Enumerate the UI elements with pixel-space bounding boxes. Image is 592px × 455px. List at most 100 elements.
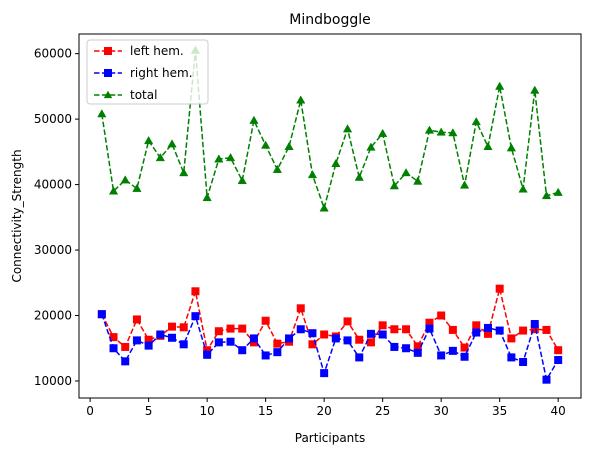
y-tick-label: 10000	[34, 374, 72, 388]
data-point	[238, 346, 247, 355]
series-line	[101, 50, 559, 211]
data-point	[168, 322, 177, 331]
x-tick-label: 30	[434, 404, 449, 418]
data-point	[132, 315, 141, 324]
data-point	[554, 356, 563, 365]
data-point	[109, 333, 118, 342]
data-point	[261, 316, 270, 325]
data-point	[308, 329, 317, 338]
data-point	[366, 338, 375, 347]
legend-marker	[104, 69, 112, 77]
data-point	[343, 336, 352, 345]
data-point	[506, 143, 517, 152]
x-tick-label: 5	[145, 404, 153, 418]
data-point	[261, 140, 271, 149]
axes-frame	[78, 33, 582, 399]
y-tick-label: 20000	[34, 309, 72, 323]
data-point	[554, 346, 563, 355]
data-point	[413, 348, 422, 357]
data-point	[226, 324, 235, 333]
data-point	[202, 192, 212, 202]
data-point	[143, 136, 154, 145]
legend-item: right hem.	[94, 66, 193, 80]
data-point	[331, 158, 341, 168]
data-point	[553, 187, 563, 196]
data-point	[331, 334, 340, 343]
data-point	[483, 329, 492, 338]
data-point	[483, 323, 492, 332]
plot-area	[97, 45, 563, 384]
data-point	[355, 335, 364, 344]
data-point	[156, 330, 165, 339]
data-point	[378, 330, 387, 339]
data-point	[144, 341, 153, 350]
data-point	[168, 333, 177, 342]
legend-marker	[104, 47, 112, 55]
data-point	[402, 344, 411, 353]
data-point	[413, 176, 423, 185]
data-point	[238, 324, 247, 333]
data-point	[507, 334, 516, 343]
data-point	[132, 336, 141, 345]
data-point	[541, 191, 552, 200]
legend-label: right hem.	[130, 66, 193, 80]
data-point	[437, 351, 446, 360]
data-point	[167, 139, 177, 148]
data-point	[108, 186, 119, 195]
data-point	[495, 326, 504, 335]
data-point	[272, 164, 282, 173]
data-point	[97, 310, 106, 319]
data-point	[308, 340, 317, 349]
data-point	[460, 343, 469, 352]
data-point	[507, 353, 516, 362]
data-point	[120, 175, 130, 184]
x-axis-label: Participants	[295, 431, 366, 445]
data-point	[425, 324, 434, 333]
data-point	[343, 317, 352, 326]
data-point	[214, 154, 224, 163]
data-point	[273, 339, 282, 348]
data-point	[437, 311, 446, 320]
data-point	[378, 128, 388, 137]
legend-box	[86, 39, 209, 105]
y-tick-label: 40000	[34, 178, 72, 192]
data-point	[342, 124, 353, 133]
y-axis-label: Connectivity_Strength	[10, 149, 24, 282]
data-point	[436, 127, 446, 136]
data-point	[530, 85, 540, 94]
data-point	[472, 321, 481, 330]
data-point	[413, 342, 422, 351]
data-point	[460, 352, 469, 361]
x-tick-label: 10	[199, 404, 214, 418]
data-point	[495, 284, 504, 293]
data-point	[401, 168, 411, 177]
data-point	[425, 318, 434, 327]
data-point	[121, 357, 130, 366]
axis-ticks: 0 5 10 15 20 25 30 35 40 10000 20000 30000 40000 5000…	[34, 47, 566, 418]
data-point	[495, 81, 505, 90]
data-point	[179, 340, 188, 349]
data-point	[402, 325, 411, 334]
data-point	[225, 153, 236, 162]
data-point	[390, 342, 399, 351]
data-point	[366, 142, 376, 151]
data-point	[203, 350, 212, 359]
legend-label: total	[130, 88, 157, 102]
x-tick-label: 40	[551, 404, 566, 418]
data-point	[97, 109, 107, 118]
legend-marker	[103, 90, 113, 99]
data-point	[179, 168, 189, 177]
legend-label: left hem.	[130, 44, 184, 58]
data-point	[472, 328, 481, 337]
data-point	[459, 180, 470, 189]
y-tick-label: 60000	[34, 47, 72, 61]
legend-item: left hem.	[94, 44, 184, 58]
series-line	[101, 288, 559, 353]
data-point	[296, 325, 305, 334]
data-point	[390, 325, 399, 334]
data-point	[144, 335, 153, 344]
data-point	[191, 287, 200, 296]
data-point	[448, 346, 457, 355]
data-point	[121, 342, 130, 351]
